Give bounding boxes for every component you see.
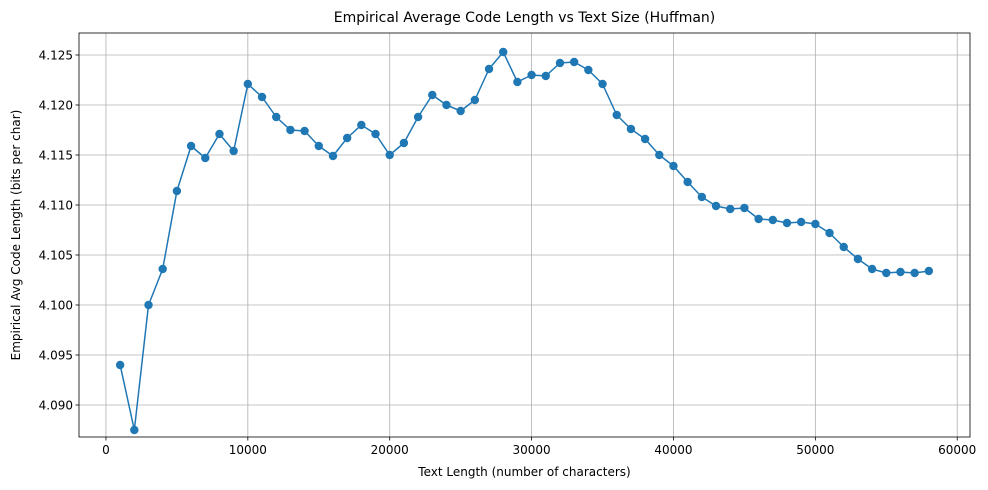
data-point [910,268,919,278]
data-point [584,65,593,75]
data-point [130,425,139,435]
data-point [201,153,210,163]
x-tick-label: 20000 [371,443,409,457]
data-point [286,125,295,135]
data-point [513,77,522,87]
y-axis-ticks: 4.090 4.095 4.100 4.105 4.110 4.115 4.120 4.125 [39,49,79,413]
data-point [300,126,309,136]
y-axis-title: Empirical Avg Code Length (bits per char… [9,110,23,361]
data-point [499,47,508,57]
data-point [243,79,253,89]
data-point [257,92,267,102]
data-point [626,124,636,134]
data-point [640,134,650,144]
data-point [186,141,196,151]
data-point [711,201,721,211]
x-axis-ticks: 0 10000 20000 30000 40000 50000 60000 [102,437,976,457]
data-point [342,133,352,143]
data-point [867,264,877,274]
data-point [655,150,664,160]
y-tick-label: 4.105 [39,249,73,263]
x-tick-label: 60000 [938,443,976,457]
data-point [172,186,182,196]
data-point [527,70,536,80]
data-point [740,203,749,213]
data-point [428,90,437,100]
series-markers [115,47,934,435]
data-point [484,64,494,74]
x-tick-label: 40000 [654,443,692,457]
data-point [683,177,692,187]
data-point [896,267,905,277]
x-tick-label: 50000 [796,443,834,457]
x-tick-label: 10000 [229,443,267,457]
data-point [158,264,167,274]
data-point [569,57,579,67]
y-tick-label: 4.120 [39,99,73,113]
data-point [924,266,934,276]
data-point [413,112,423,122]
y-tick-label: 4.100 [39,299,73,313]
data-point [726,204,735,214]
data-point [144,300,153,310]
data-point [115,360,125,370]
data-point [612,110,621,120]
data-point [768,215,777,225]
x-axis-title: Text Length (number of characters) [417,465,630,479]
data-point [825,228,834,238]
data-point [782,218,792,228]
x-tick-label: 30000 [513,443,551,457]
data-point [853,254,863,264]
data-point [669,161,678,171]
y-tick-label: 4.115 [39,149,73,163]
data-point [371,129,380,139]
data-point [796,217,806,227]
y-tick-label: 4.090 [39,399,73,413]
y-tick-label: 4.125 [39,49,73,63]
data-point [385,150,394,160]
data-point [215,129,224,139]
data-point [357,120,366,130]
plot-area-frame [78,32,971,438]
data-point [456,106,465,116]
data-point [399,138,409,148]
data-point [811,219,820,229]
data-point [272,112,281,122]
data-point [754,214,763,224]
x-tick-label: 0 [102,443,110,457]
y-tick-label: 4.110 [39,199,73,213]
data-point [442,100,451,110]
y-tick-label: 4.095 [39,349,73,363]
chart-title: Empirical Average Code Length vs Text Si… [334,10,716,26]
series-line-group [119,51,929,431]
data-point [555,58,565,68]
data-point [328,151,338,161]
data-point [697,192,707,202]
data-point [541,71,550,81]
data-point [882,268,891,278]
data-point [229,146,238,156]
data-point [598,79,607,89]
grid [79,33,970,437]
data-point [839,242,848,252]
series-line [119,51,929,431]
data-point [470,95,480,105]
data-point [314,141,323,151]
